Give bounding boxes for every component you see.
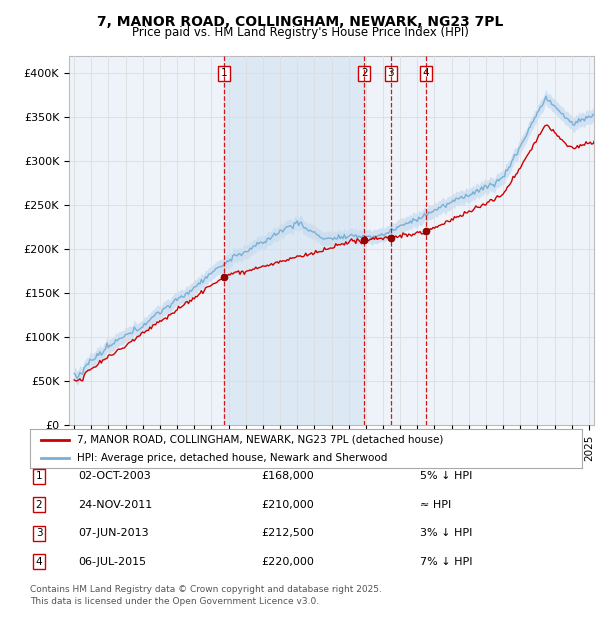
Text: 1: 1: [35, 471, 43, 481]
Text: £220,000: £220,000: [262, 557, 314, 567]
Text: 5% ↓ HPI: 5% ↓ HPI: [420, 471, 472, 481]
Text: 24-NOV-2011: 24-NOV-2011: [78, 500, 152, 510]
Text: 06-JUL-2015: 06-JUL-2015: [78, 557, 146, 567]
Text: Price paid vs. HM Land Registry's House Price Index (HPI): Price paid vs. HM Land Registry's House …: [131, 26, 469, 39]
Text: This data is licensed under the Open Government Licence v3.0.: This data is licensed under the Open Gov…: [30, 597, 319, 606]
Text: 4: 4: [35, 557, 43, 567]
Text: 2: 2: [35, 500, 43, 510]
Text: 3: 3: [35, 528, 43, 538]
Text: 3% ↓ HPI: 3% ↓ HPI: [420, 528, 472, 538]
Text: 7, MANOR ROAD, COLLINGHAM, NEWARK, NG23 7PL: 7, MANOR ROAD, COLLINGHAM, NEWARK, NG23 …: [97, 16, 503, 30]
Text: 4: 4: [423, 68, 430, 78]
Text: 3: 3: [388, 68, 394, 78]
Text: 7, MANOR ROAD, COLLINGHAM, NEWARK, NG23 7PL (detached house): 7, MANOR ROAD, COLLINGHAM, NEWARK, NG23 …: [77, 435, 443, 445]
Text: 07-JUN-2013: 07-JUN-2013: [78, 528, 149, 538]
Text: ≈ HPI: ≈ HPI: [420, 500, 451, 510]
Bar: [224, 56, 364, 425]
Text: HPI: Average price, detached house, Newark and Sherwood: HPI: Average price, detached house, Newa…: [77, 453, 387, 463]
Text: 02-OCT-2003: 02-OCT-2003: [78, 471, 151, 481]
Text: Contains HM Land Registry data © Crown copyright and database right 2025.: Contains HM Land Registry data © Crown c…: [30, 585, 382, 594]
Text: 7% ↓ HPI: 7% ↓ HPI: [420, 557, 473, 567]
Text: 1: 1: [221, 68, 227, 78]
Text: £210,000: £210,000: [262, 500, 314, 510]
Text: £212,500: £212,500: [262, 528, 314, 538]
Text: £168,000: £168,000: [262, 471, 314, 481]
Text: 2: 2: [361, 68, 367, 78]
